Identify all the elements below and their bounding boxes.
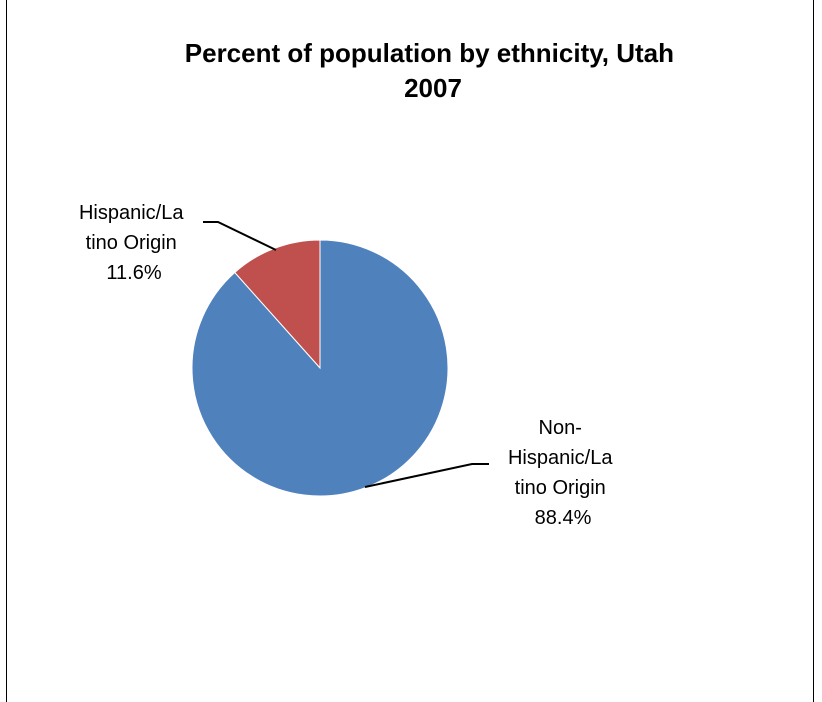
chart-title-line-2: 2007: [404, 73, 462, 103]
leader-lines: [203, 221, 489, 488]
pie-slice-non-hispanic: [191, 239, 449, 497]
chart-title: Percent of population by ethnicity, Utah…: [185, 38, 681, 103]
data-label-non-hispanic-line-1: Non-: [539, 417, 582, 439]
data-label-non-hispanic-value: 88.4%: [535, 507, 592, 529]
data-label-non-hispanic: Non- Hispanic/La tino Origin 88.4%: [508, 417, 618, 529]
data-label-hispanic-line-2: tino Origin: [86, 232, 177, 254]
leader-line-non-hispanic: [364, 463, 489, 488]
pie-slices: [191, 239, 449, 497]
data-label-hispanic: Hispanic/La tino Origin 11.6%: [79, 202, 189, 284]
data-label-non-hispanic-line-3: tino Origin: [515, 477, 606, 499]
data-label-non-hispanic-line-2: Hispanic/La: [508, 447, 613, 469]
chart-title-line-1: Percent of population by ethnicity, Utah: [185, 38, 674, 68]
leader-line-hispanic: [203, 221, 277, 251]
data-label-hispanic-value: 11.6%: [106, 262, 161, 284]
data-label-hispanic-line-1: Hispanic/La: [79, 202, 184, 224]
